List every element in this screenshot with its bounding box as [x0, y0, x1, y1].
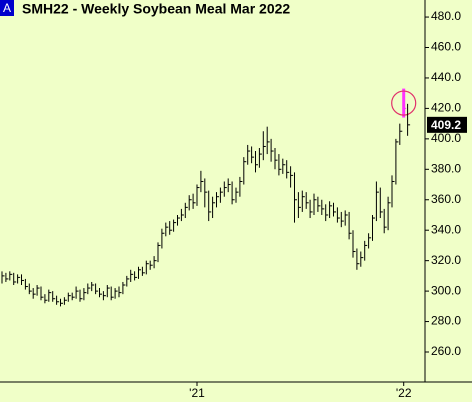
- chart-title: SMH22 - Weekly Soybean Meal Mar 2022: [22, 1, 290, 17]
- last-price-label: 409.2: [431, 118, 461, 132]
- badge-box: [0, 0, 14, 16]
- y-tick-label: 320.0: [431, 253, 461, 267]
- y-tick-label: 360.0: [431, 192, 461, 206]
- y-tick-label: 440.0: [431, 70, 461, 84]
- last-price-box: [427, 116, 467, 133]
- x-tick-label: '22: [396, 386, 412, 400]
- y-tick-label: 340.0: [431, 222, 461, 236]
- x-tick-label: '21: [189, 386, 205, 400]
- y-tick-label: 380.0: [431, 161, 461, 175]
- y-tick-label: 280.0: [431, 314, 461, 328]
- y-tick-label: 480.0: [431, 9, 461, 23]
- y-tick-label: 260.0: [431, 344, 461, 358]
- highlight-ring: [391, 90, 417, 116]
- badge: A: [3, 1, 11, 15]
- y-tick-label: 400.0: [431, 131, 461, 145]
- y-tick-label: 300.0: [431, 283, 461, 297]
- y-tick-label: 420.0: [431, 101, 461, 115]
- y-tick-label: 460.0: [431, 40, 461, 54]
